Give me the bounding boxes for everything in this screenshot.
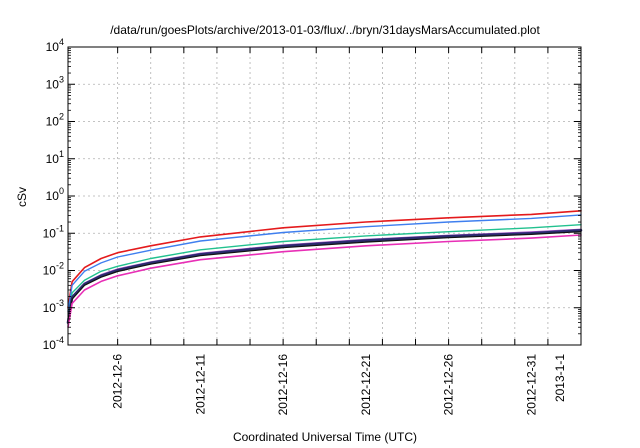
x-tick-labels: 2012-12-6 2012-12-11 2012-12-16 2012-12-21 2…: [111, 354, 567, 416]
grid-lines: [68, 46, 581, 346]
series-line-5: [66, 229, 583, 324]
y-axis-label: cSv: [15, 187, 29, 207]
x-tick-label: 2012-12-31: [524, 354, 538, 416]
x-tick-label: 2012-12-21: [359, 354, 373, 416]
x-tick-label: 2012-12-11: [193, 354, 207, 415]
y-tick-label: 102: [46, 112, 64, 129]
series-line-1: [67, 210, 582, 309]
x-axis-label: Coordinated Universal Time (UTC): [233, 430, 417, 444]
series-layer: [66, 210, 583, 329]
y-tick-labels: 10-4 10-3 10-2 10-1 100 101 102 103 104: [43, 37, 64, 352]
y-tick-label: 10-4: [43, 335, 64, 352]
y-tick-label: 103: [46, 74, 64, 91]
x-tick-label: 2012-12-16: [276, 354, 290, 416]
x-tick-label: 2012-12-26: [442, 354, 456, 416]
x-tick-label: 2012-12-6: [111, 354, 125, 409]
y-tick-label: 10-2: [43, 261, 64, 278]
y-tick-label: 10-3: [43, 298, 64, 315]
y-tick-label: 101: [46, 149, 64, 166]
series-line-6: [67, 231, 582, 325]
series-line-3: [67, 223, 582, 320]
axis-ticks: [68, 46, 581, 346]
y-tick-label: 10-1: [43, 223, 64, 240]
chart-title: /data/run/goesPlots/archive/2013-01-03/f…: [110, 23, 540, 37]
series-line-7: [67, 234, 582, 329]
y-tick-label: 100: [46, 186, 64, 203]
x-tick-label: 2013-1-1: [553, 354, 567, 402]
series-line-2: [67, 214, 582, 313]
y-tick-label: 104: [46, 37, 64, 54]
